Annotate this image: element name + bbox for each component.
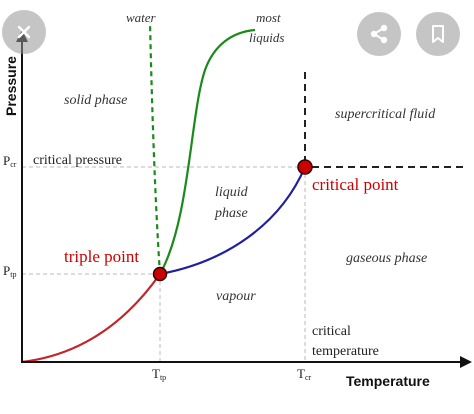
x-axis-arrow <box>460 356 472 368</box>
water-melting-curve <box>148 21 162 275</box>
y-tick-critical-pressure: Pcr <box>3 153 17 169</box>
share-button[interactable] <box>357 12 401 56</box>
supercritical-fluid-label: supercritical fluid <box>335 107 436 122</box>
solid-phase-label: solid phase <box>64 93 127 108</box>
close-icon <box>17 25 31 39</box>
water-label: water <box>126 10 157 25</box>
y-tick-triple-pressure: Ptp <box>3 263 16 279</box>
share-icon <box>370 24 388 44</box>
liquid-phase-label-line1: liquid <box>215 185 249 200</box>
critical-pressure-label: critical pressure <box>33 153 122 168</box>
vaporization-curve <box>159 166 307 276</box>
most-liquids-label-line1: most <box>256 10 281 25</box>
gaseous-phase-label: gaseous phase <box>346 251 427 266</box>
x-tick-critical-temperature: Tcr <box>297 366 312 382</box>
liquids-melting-curve <box>159 28 256 275</box>
triple-point-marker <box>152 266 168 282</box>
vapour-label: vapour <box>216 289 256 304</box>
liquid-phase-label-line2: phase <box>214 206 248 221</box>
y-axis-title: Pressure <box>3 56 19 116</box>
critical-point-label: critical point <box>312 175 399 194</box>
most-liquids-label-line2: liquids <box>249 30 284 45</box>
bookmark-button[interactable] <box>416 12 460 56</box>
sublimation-curve <box>21 273 161 364</box>
close-button[interactable] <box>2 10 46 54</box>
x-tick-triple-temperature: Ttp <box>152 366 166 382</box>
triple-point-label: triple point <box>64 247 139 266</box>
x-axis-title: Temperature <box>346 373 430 389</box>
bookmark-icon <box>432 25 444 43</box>
critical-temperature-label-line1: critical <box>312 324 351 339</box>
critical-temperature-label-line2: temperature <box>312 344 379 359</box>
critical-point-marker <box>297 159 313 175</box>
